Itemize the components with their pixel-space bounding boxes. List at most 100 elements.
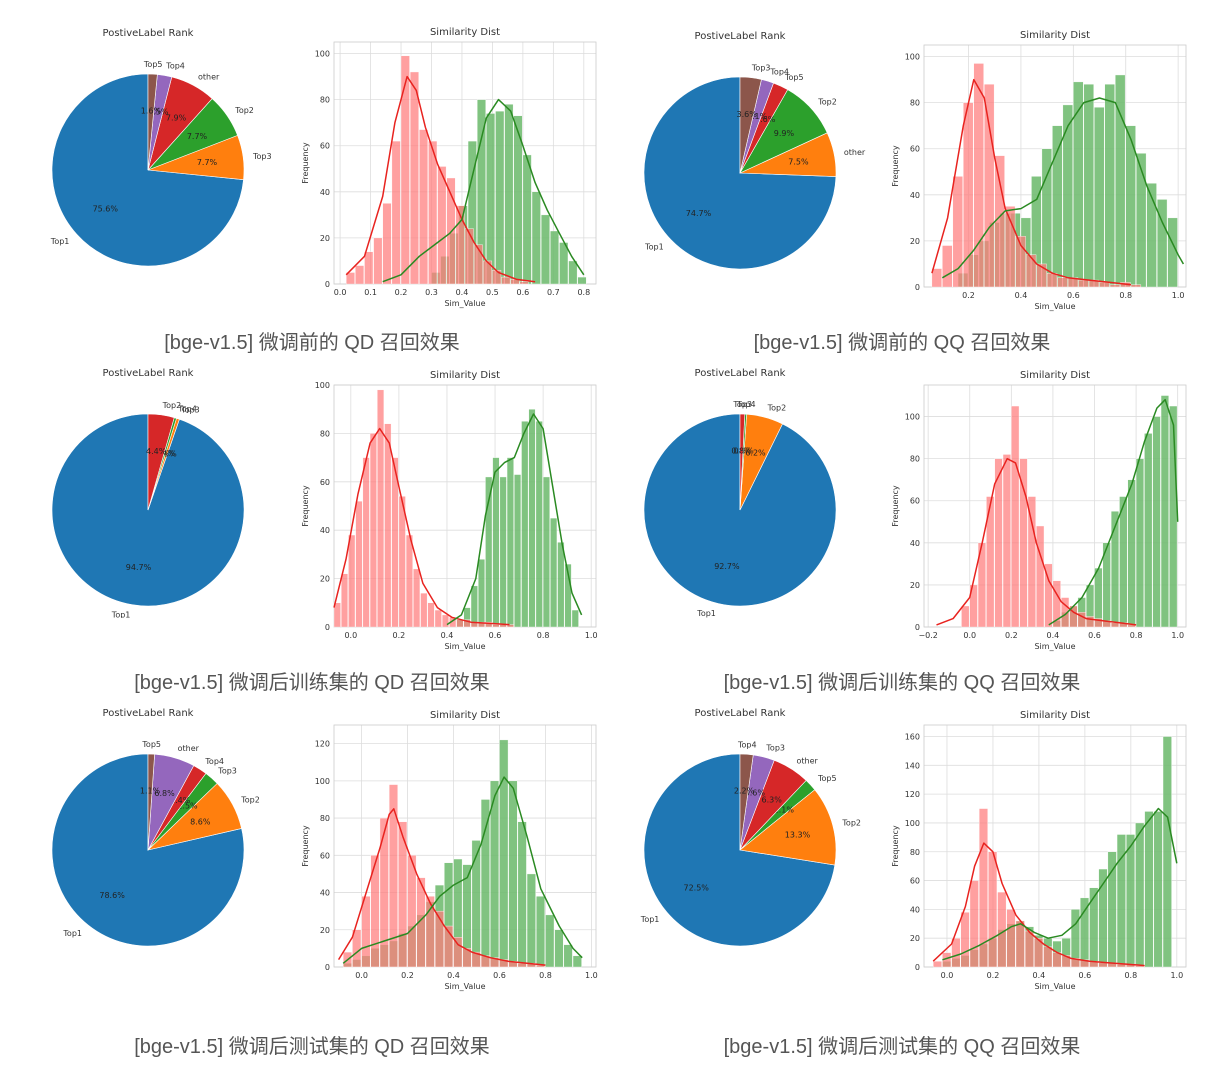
x-tick-label: 0.8 (1130, 631, 1143, 640)
hist-bar (951, 937, 961, 968)
hist-bar (536, 896, 546, 968)
hist-bar (1011, 405, 1020, 628)
hist-bar (364, 251, 374, 285)
hist-bar (437, 166, 447, 285)
hist-bar (961, 605, 970, 628)
pie-label: Top4 (177, 404, 197, 413)
hist-bar (453, 937, 463, 968)
pie-chart: PostiveLabel Rank Top1 94.7% Top3 0.5% Top4 0.… (51, 368, 245, 618)
pie-pct-label: 1.6% (141, 107, 162, 116)
hist-bar (1115, 74, 1126, 288)
pie-pct-label: 2.6% (755, 115, 776, 124)
y-tick-label: 80 (910, 455, 920, 464)
x-axis-label: Sim_Value (444, 642, 485, 651)
kde-line (345, 75, 536, 283)
pie-label: Top5 (784, 73, 804, 82)
y-tick-label: 80 (910, 99, 920, 108)
hist-bar (345, 272, 355, 285)
pie-pct-label: 9.9% (774, 129, 795, 138)
hist-bar (1061, 597, 1070, 628)
hist-bar (495, 110, 505, 285)
y-tick-label: 0 (325, 963, 330, 972)
x-tick-label: 0.4 (1033, 971, 1046, 980)
chart-title: PostiveLabel Rank (103, 708, 194, 719)
y-tick-label: 160 (905, 733, 920, 742)
y-tick-label: 120 (315, 740, 330, 749)
hist-bar (486, 113, 496, 285)
y-tick-label: 20 (320, 575, 330, 584)
x-tick-label: 0.8 (537, 631, 550, 640)
hist-bar (1085, 616, 1095, 628)
x-tick-label: 0.5 (486, 288, 499, 297)
hist-bar (463, 619, 471, 628)
pie-label: Top1 (62, 929, 82, 938)
pie-label: Top2 (234, 106, 254, 115)
hist-bar (1036, 263, 1047, 288)
chart-title: Similarity Dist (1020, 710, 1090, 721)
hist-bar (492, 457, 500, 628)
hist-bar (571, 609, 579, 628)
hist-bar (413, 568, 421, 628)
hist-bar (444, 925, 454, 968)
hist-bar (973, 63, 984, 288)
pie-pct-label: 7.5% (788, 157, 809, 166)
x-axis-label: Sim_Value (1034, 302, 1075, 311)
pie-pct-label: 3.6% (737, 110, 758, 119)
pie-label: Top1 (644, 243, 664, 252)
hist-bar (550, 230, 560, 285)
hist-bar (1169, 405, 1178, 628)
pie-label: Top3 (732, 400, 752, 409)
histogram-chart: Similarity Dist 0 20 40 60 80 100 0.0 0.2 0.4 0.6 0… (301, 370, 598, 651)
y-tick-label: 40 (320, 526, 330, 535)
hist-bar (1110, 622, 1120, 628)
y-tick-label: 0 (915, 623, 920, 632)
hist-bar (997, 891, 1007, 968)
hist-bar (931, 268, 942, 288)
hist-bar (577, 276, 587, 285)
hist-bar (373, 237, 383, 285)
pie-label: Top2 (162, 401, 182, 410)
hist-bar (1044, 563, 1053, 628)
hist-bar (492, 624, 500, 628)
hist-bar (1152, 416, 1161, 628)
pie-label: other (844, 148, 866, 157)
kde-line (936, 457, 1137, 626)
hist-bar (1083, 83, 1094, 288)
y-tick-label: 80 (320, 429, 330, 438)
pie-pct-label: 94.7% (126, 563, 152, 572)
hist-bar (1094, 567, 1103, 628)
hist-bar (564, 563, 572, 628)
hist-bar (519, 281, 529, 285)
hist-bar (1127, 479, 1136, 628)
kde-line (333, 427, 510, 626)
pie-pct-label: 1.1% (140, 787, 161, 796)
x-tick-label: 0.6 (517, 288, 530, 297)
x-axis-label: Sim_Value (1034, 642, 1075, 651)
histogram-chart: Similarity Dist 0 20 40 60 80 100 120 140 160 0.0 0… (891, 710, 1187, 991)
hist-bar (333, 602, 341, 628)
histogram-chart: Similarity Dist 0 20 40 60 80 100 120 0.0 0.2 0.4 0… (301, 710, 598, 991)
pie-label: Top4 (737, 740, 757, 749)
pie-slice-Top3 (739, 76, 762, 174)
hist-bar (471, 951, 481, 968)
pie-label: Top4 (165, 62, 185, 71)
hist-bar (1015, 236, 1026, 288)
pie-pct-label: 7.7% (197, 158, 218, 167)
hist-bar (559, 242, 569, 285)
hist-bar (400, 55, 410, 285)
hist-bar (478, 559, 486, 628)
y-tick-label: 40 (320, 188, 330, 197)
y-tick-label: 60 (910, 145, 920, 154)
pie-label: Top4 (769, 68, 789, 77)
x-tick-label: 0.4 (447, 971, 460, 980)
x-tick-label: 0.0 (355, 971, 368, 980)
kde-line (941, 97, 1185, 279)
y-tick-label: 40 (320, 889, 330, 898)
y-tick-label: 0 (325, 623, 330, 632)
hist-bar (377, 389, 385, 628)
hist-bar (480, 799, 490, 968)
hist-bar (545, 914, 555, 968)
kde-line (942, 807, 1178, 961)
hist-bar (942, 245, 953, 288)
